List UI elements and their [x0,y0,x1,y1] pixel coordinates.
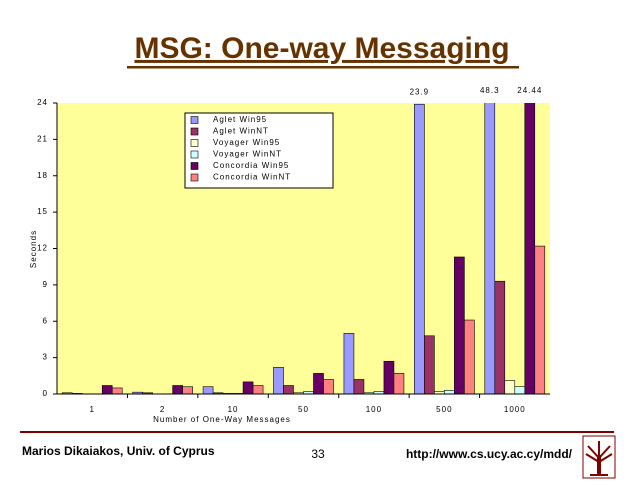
bar [484,103,496,394]
legend-label: Concordia WinNT [213,173,291,182]
bar [182,386,193,394]
legend-label: Voyager Win95 [213,138,280,147]
y-tick-label: 12 [37,244,48,253]
footer-url: http://www.cs.ucy.ac.cy/mdd/ [406,447,573,461]
legend-label: Aglet Win95 [213,115,267,124]
legend-label: Concordia Win95 [213,161,289,170]
bar [252,385,264,394]
x-axis-label: Number of One-Way Messages [153,415,291,424]
legend-label: Voyager WinNT [213,150,282,159]
bar [283,385,294,394]
bar [454,256,465,394]
x-tick-label: 500 [436,405,452,414]
y-tick-label: 15 [37,207,48,216]
bar [494,280,506,394]
x-tick-label: 100 [366,405,382,414]
y-tick-label: 24 [37,98,48,107]
bar [393,373,405,394]
bar [514,386,526,394]
bar [424,335,435,394]
bar [444,390,455,394]
bar [383,360,395,394]
bar [353,379,365,394]
y-tick-label: 21 [37,134,48,143]
slide-title: MSG: One-way Messaging [134,32,509,65]
bar [464,319,475,394]
bar [273,367,284,394]
y-tick-label: 6 [43,316,48,325]
data-label: 23.9 [410,87,430,96]
bar [343,333,355,394]
bar [414,103,425,394]
data-label: 48.3 [480,86,500,95]
y-axis-label: Seconds [29,230,38,268]
y-tick-label: 9 [43,280,48,289]
legend-items: Aglet Win95 Aglet WinNT Voyager Win95 Voyag… [190,115,291,182]
legend-swatch [190,116,199,124]
x-tick-label: 10 [228,405,239,414]
bar [534,245,546,394]
bar [242,381,254,394]
bar [323,379,334,394]
bar [111,387,123,394]
bar [142,392,153,394]
legend-swatch [190,173,199,182]
bar [524,103,536,394]
legend-swatch [190,150,199,159]
data-label: 24.44 [517,86,542,95]
title-underline [127,66,519,69]
legend-swatch [190,139,199,147]
logo [582,435,616,479]
y-tick-label: 3 [43,353,48,362]
legend [184,112,334,189]
bar [202,386,214,394]
legend-label: Aglet WinNT [213,127,269,136]
x-tick-label: 1000 [504,405,526,414]
legend-swatch [190,127,199,136]
bar [172,385,183,394]
y-tick-label: 0 [43,389,48,398]
legend-swatch [190,162,199,170]
footer-author: Marios Dikaiakos, Univ. of Cyprus [22,444,215,458]
x-tick-label: 1 [89,405,94,414]
page-number: 33 [311,447,325,461]
bar [313,373,324,394]
bar [101,385,113,394]
x-tick-label: 2 [160,405,165,414]
x-tick-label: 50 [298,405,309,414]
bar [504,380,516,394]
y-tick-label: 18 [37,171,48,180]
